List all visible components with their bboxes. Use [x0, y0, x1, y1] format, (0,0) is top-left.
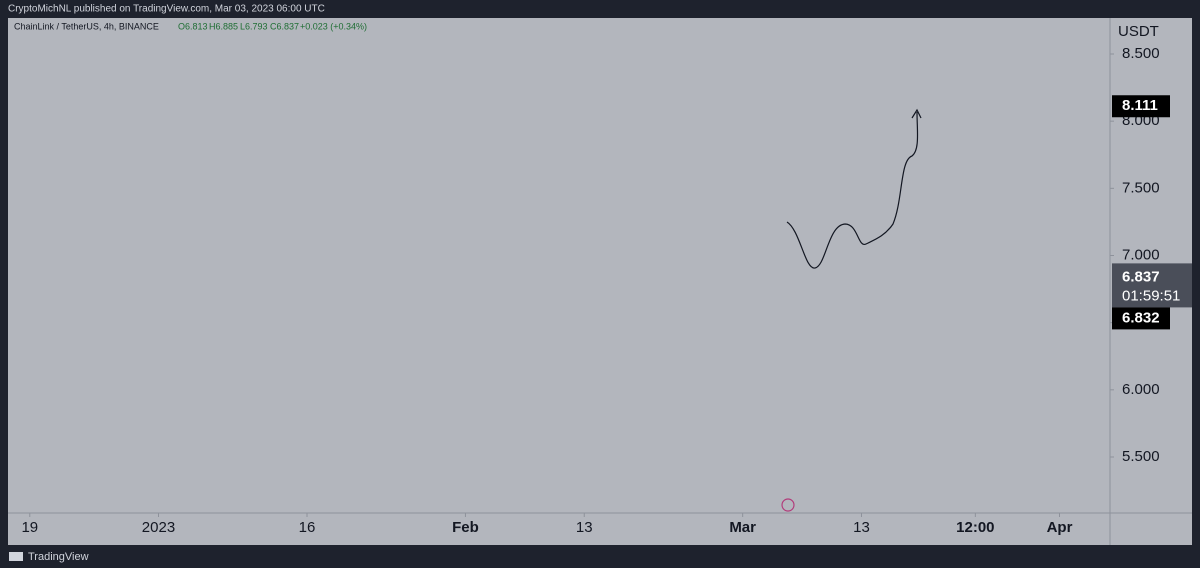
published-note: CryptoMichNL published on TradingView.co…: [8, 4, 325, 15]
y-tick-label: 7.000: [1122, 246, 1160, 263]
brand-logo: [9, 552, 23, 561]
support-label: 6.832: [1122, 309, 1160, 326]
y-unit: USDT: [1118, 23, 1159, 40]
x-tick-label: 13: [853, 519, 870, 536]
projection-path: [786, 111, 919, 269]
legend: ChainLink / TetherUS, 4h, BINANCE O6.813…: [14, 21, 367, 31]
y-tick-label: 8.500: [1122, 45, 1160, 62]
x-tick-label: Apr: [1047, 519, 1073, 536]
x-tick-label: 16: [299, 519, 316, 536]
projection-arrow: [911, 108, 922, 119]
ohlc-close: C6.837: [270, 21, 299, 31]
resistance-label: 8.111: [1122, 97, 1158, 114]
y-tick-label: 6.000: [1122, 381, 1160, 398]
y-tick-label: 5.500: [1122, 448, 1160, 465]
y-tick-label: 7.500: [1122, 179, 1160, 196]
x-tick-label: 2023: [142, 519, 175, 536]
x-tick-label: Mar: [729, 519, 756, 536]
chart-panel: [8, 18, 1192, 545]
support-box: [1112, 307, 1170, 330]
last-price-box: [1112, 263, 1192, 308]
countdown: 01:59:51: [1122, 287, 1180, 304]
brand: TradingView: [28, 551, 89, 563]
x-tick-label: 13: [576, 519, 593, 536]
resistance-box: [1112, 95, 1170, 118]
symbol: ChainLink / TetherUS, 4h, BINANCE: [14, 21, 159, 31]
ohlc-open: O6.813: [178, 21, 208, 31]
event-icon: [781, 498, 795, 512]
x-tick-label: 19: [21, 519, 38, 536]
x-tick-label: 12:00: [956, 519, 994, 536]
last-price-label: 6.837: [1122, 268, 1160, 285]
ohlc-low: L6.793: [240, 21, 268, 31]
ohlc-high: H6.885: [209, 21, 238, 31]
ohlc-change: +0.023 (+0.34%): [300, 21, 367, 31]
x-tick-label: Feb: [452, 519, 479, 536]
